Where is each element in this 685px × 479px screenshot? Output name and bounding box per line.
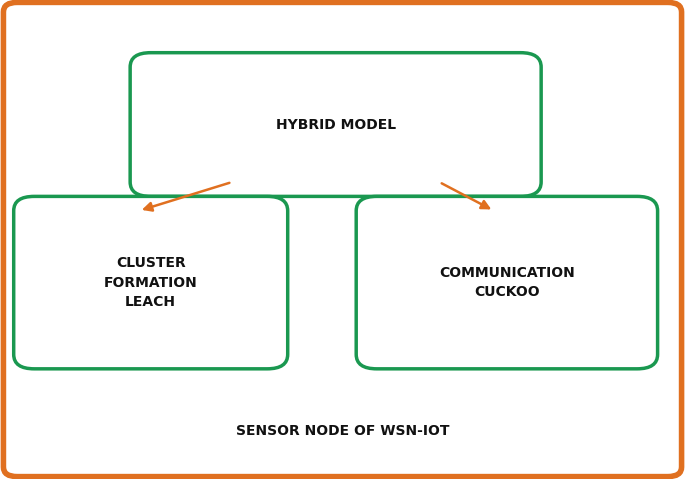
Text: SENSOR NODE OF WSN-IOT: SENSOR NODE OF WSN-IOT bbox=[236, 424, 449, 438]
FancyBboxPatch shape bbox=[3, 2, 682, 477]
FancyBboxPatch shape bbox=[14, 196, 288, 369]
FancyBboxPatch shape bbox=[130, 53, 541, 196]
FancyBboxPatch shape bbox=[356, 196, 658, 369]
Text: COMMUNICATION
CUCKOO: COMMUNICATION CUCKOO bbox=[439, 266, 575, 299]
Text: HYBRID MODEL: HYBRID MODEL bbox=[275, 117, 396, 132]
Text: CLUSTER
FORMATION
LEACH: CLUSTER FORMATION LEACH bbox=[104, 256, 197, 309]
